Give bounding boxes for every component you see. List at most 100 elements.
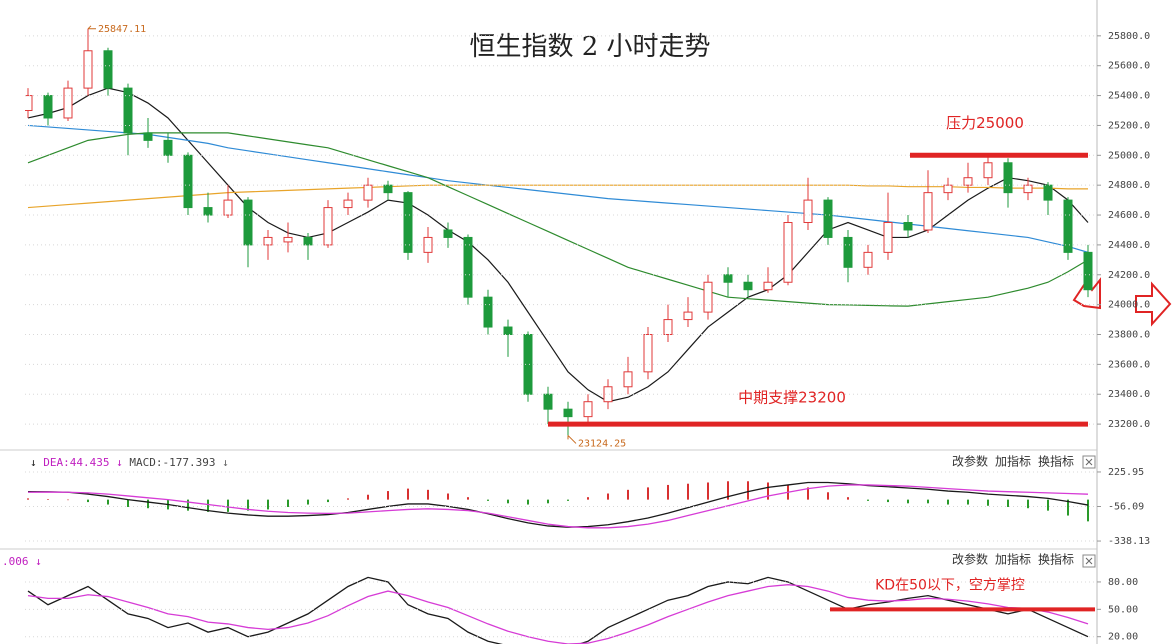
high-label: 25847.11 — [98, 24, 146, 35]
candle-body — [543, 393, 553, 410]
close-icon — [1085, 557, 1093, 565]
candle-body — [43, 95, 53, 119]
button[interactable]: 加指标 — [995, 552, 1031, 567]
candle-body — [643, 334, 653, 373]
macd-bar — [387, 491, 389, 500]
button[interactable]: 改参数 — [952, 454, 988, 469]
macd-bar — [1047, 499, 1049, 511]
chart-title: 恒生指数 2 小时走势 — [469, 32, 710, 62]
candle-body — [523, 334, 533, 395]
candle-body — [983, 162, 993, 179]
candle-body — [863, 251, 873, 268]
candle-body — [443, 229, 453, 238]
macd-bar — [547, 499, 549, 504]
candle-body — [203, 207, 213, 216]
candle-body — [703, 281, 713, 313]
macd-bar — [107, 499, 109, 505]
macd-bar — [707, 482, 709, 500]
y-tick-label: 25800.0 — [1108, 31, 1150, 42]
y-tick-label: 24400.0 — [1108, 240, 1150, 251]
candle-body — [283, 236, 293, 243]
y-tick-label: 20.00 — [1108, 632, 1138, 643]
y-tick-label: 23800.0 — [1108, 330, 1150, 341]
arrow: ↓ — [116, 456, 123, 469]
candle-body — [1043, 184, 1053, 201]
macd-bar — [587, 497, 589, 500]
y-tick-label: 50.00 — [1108, 604, 1138, 615]
macd-bar — [867, 499, 869, 501]
candle-body — [663, 319, 673, 336]
macd-bar — [367, 494, 369, 500]
close-box[interactable] — [1082, 455, 1096, 469]
macd-bar — [247, 499, 249, 511]
macd-bar — [927, 499, 929, 504]
y-tick-label: 23200.0 — [1108, 419, 1150, 430]
candle-body — [383, 184, 393, 194]
macd-bar — [287, 499, 289, 507]
close-box[interactable] — [1082, 554, 1096, 568]
candle-body — [903, 222, 913, 231]
macd-bar — [47, 499, 49, 500]
button[interactable]: 改参数 — [952, 552, 988, 567]
candle-body — [1023, 184, 1033, 194]
dea-value: 44.435 — [70, 456, 110, 469]
candle-body — [163, 139, 173, 156]
y-tick-label: 24600.0 — [1108, 210, 1150, 221]
candle-body — [323, 207, 333, 246]
y-tick-label: 80.00 — [1108, 577, 1138, 588]
macd-bar — [527, 499, 529, 505]
panel — [27, 576, 1089, 644]
candle-body — [803, 199, 813, 224]
candle-body — [823, 199, 833, 238]
macd-bar — [507, 499, 509, 504]
macd-bar — [427, 489, 429, 500]
candle-body — [123, 87, 133, 134]
macd-bar — [767, 482, 769, 500]
macd-bar — [647, 487, 649, 500]
y-tick-label: -338.13 — [1108, 536, 1150, 547]
y-tick-label: -56.09 — [1108, 502, 1144, 513]
macd-bar — [207, 499, 209, 512]
candle-body — [843, 236, 853, 268]
macd-bar — [407, 488, 409, 500]
indicator-line — [27, 484, 1089, 529]
macd-bar — [187, 499, 189, 511]
macd-bar — [947, 499, 949, 505]
y-tick-label: 24200.0 — [1108, 270, 1150, 281]
macd-bar — [907, 499, 909, 504]
macd-bar — [347, 498, 349, 500]
candle-body — [1063, 199, 1073, 253]
macd-bar — [967, 499, 969, 505]
candle-body — [63, 87, 73, 119]
candle-body — [883, 222, 893, 253]
y-tick-label: 25200.0 — [1108, 120, 1150, 131]
candle-body — [743, 281, 753, 291]
macd-bar — [607, 493, 609, 500]
macd-bar — [467, 497, 469, 500]
button[interactable]: 换指标 — [1038, 454, 1074, 469]
candle-body — [1083, 251, 1093, 291]
macd-bar — [127, 499, 129, 507]
macd-header: ↓ DEA:44.435 ↓ MACD:-177.393 ↓ — [30, 456, 229, 469]
kd-value: .006 — [2, 555, 29, 568]
macd-bar — [27, 498, 29, 500]
candle-body — [923, 192, 933, 231]
candle-body — [963, 177, 973, 186]
macd-bar — [327, 499, 329, 503]
button[interactable]: 换指标 — [1038, 552, 1074, 567]
candle-body — [403, 192, 413, 253]
indicator-line — [27, 87, 1089, 403]
candle-body — [143, 132, 153, 141]
macd-bar — [447, 493, 449, 500]
y-tick-label: 225.95 — [1108, 467, 1144, 478]
level-label: 压力25000 — [946, 114, 1024, 132]
button[interactable]: 加指标 — [995, 454, 1031, 469]
candle-body — [723, 274, 733, 283]
candle-body — [463, 236, 473, 298]
macd-bar — [847, 497, 849, 500]
macd-bar — [267, 499, 269, 510]
y-tick-label: 25600.0 — [1108, 61, 1150, 72]
y-tick-label: 25000.0 — [1108, 150, 1150, 161]
candle-body — [783, 222, 793, 283]
